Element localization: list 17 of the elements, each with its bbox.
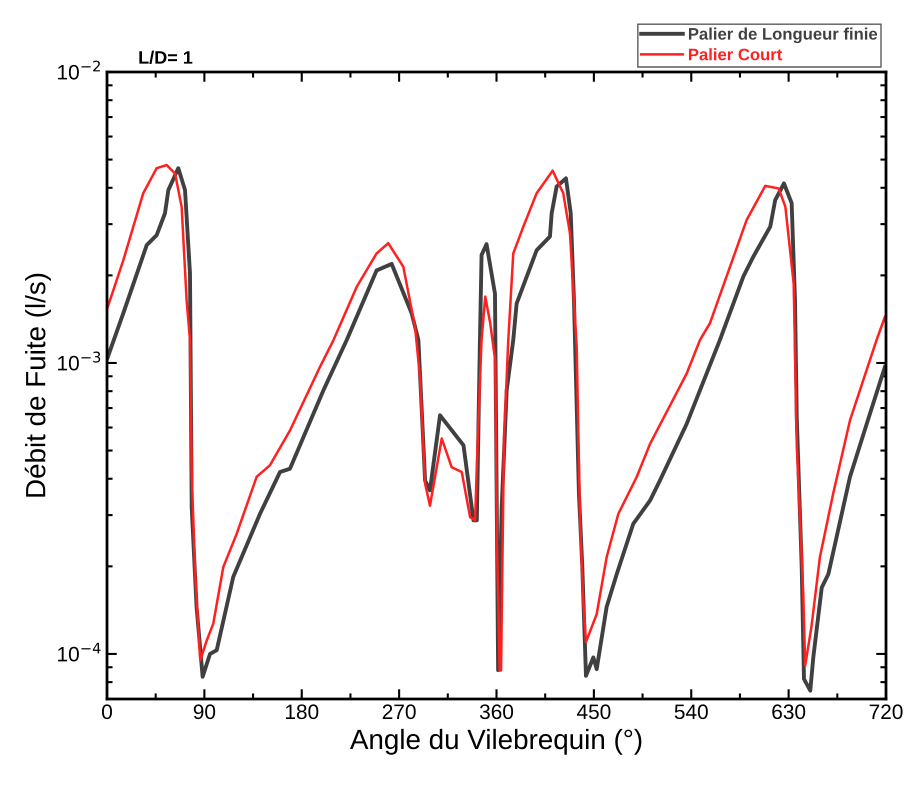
x-tick-label: 360 xyxy=(480,704,514,720)
x-axis-title: Angle du Vilebrequin (°) xyxy=(350,728,642,755)
y-tick-label: 10$^{−2}$ xyxy=(58,60,100,80)
x-tick-label: 720 xyxy=(870,704,903,720)
y-axis-title: Débit de Fuite (l/s) xyxy=(24,274,51,497)
x-tick-label: 540 xyxy=(674,704,708,720)
x-tick-label: 630 xyxy=(772,704,806,720)
y-tick-label: 10$^{−3}$ xyxy=(58,352,100,371)
x-tick-label: 270 xyxy=(382,704,416,720)
y-tick-label: 10$^{−4}$ xyxy=(58,642,101,662)
x-tick-label: 180 xyxy=(286,704,318,720)
x-tick-label: 450 xyxy=(576,704,610,720)
x-tick-label: 0 xyxy=(102,704,112,720)
chart-title: L/D= 1 xyxy=(139,50,192,64)
legend-label: Palier Court xyxy=(688,48,782,60)
x-tick-label: 90 xyxy=(194,704,216,720)
legend-label: Palier de Longueur finie xyxy=(688,28,878,44)
